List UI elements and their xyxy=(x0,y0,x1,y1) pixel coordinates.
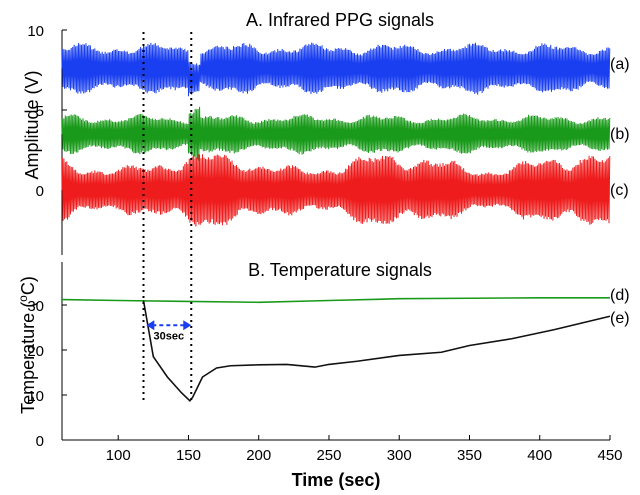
panel-b-y-label-pre: Temperature ( xyxy=(18,302,38,414)
ppg-series-a xyxy=(61,42,611,97)
panel-a-title: A. Infrared PPG signals xyxy=(246,10,434,30)
y-tick-label: 30 xyxy=(27,298,44,315)
series-label-c: (c) xyxy=(610,182,629,199)
panel-a-y-label: Amplitude (V) xyxy=(22,70,42,179)
panel-b-y-label: Temperature (oC) xyxy=(16,276,38,414)
series-label-a: (a) xyxy=(610,56,630,73)
series-label-e: (e) xyxy=(610,310,630,327)
panel-a-ytick-label: 10 xyxy=(27,23,44,40)
duration-arrow-left-head xyxy=(146,320,155,331)
x-axis-label: Time (sec) xyxy=(292,470,381,490)
y-tick-label: 0 xyxy=(36,433,44,450)
x-tick-label: 200 xyxy=(246,447,271,464)
x-tick-label: 400 xyxy=(527,447,552,464)
panel-b-series-group xyxy=(61,296,611,403)
x-tick-label: 250 xyxy=(316,447,341,464)
y-tick-label: 20 xyxy=(27,343,44,360)
temperature-series-d xyxy=(61,296,610,304)
panel-b-y-label-sup: o xyxy=(16,295,30,302)
panel-a-ytick-label: 0 xyxy=(36,183,44,200)
event-markers xyxy=(142,32,193,402)
panel-a-ytick-label: 5 xyxy=(36,103,44,120)
panel-b-ticks: 100 150 200 250 300 350 400 450 0 10 20 30 xyxy=(27,298,622,464)
temperature-series-e xyxy=(142,300,611,403)
x-tick-label: 150 xyxy=(176,447,201,464)
x-tick-label: 300 xyxy=(387,447,412,464)
duration-arrow-right-head xyxy=(183,320,192,331)
duration-annotation-label: 30sec xyxy=(153,330,184,342)
series-label-b: (b) xyxy=(610,126,630,143)
panel-b-y-label-post: C) xyxy=(18,276,38,295)
panel-b-title: B. Temperature signals xyxy=(248,260,432,280)
panel-a-series-group xyxy=(61,42,611,227)
ppg-series-c xyxy=(61,154,611,227)
y-tick-label: 10 xyxy=(27,388,44,405)
panel-b-axis xyxy=(61,262,610,441)
duration-annotation: 30sec xyxy=(146,320,192,342)
x-tick-label: 350 xyxy=(457,447,482,464)
x-tick-label: 100 xyxy=(106,447,131,464)
x-tick-label: 450 xyxy=(597,447,622,464)
ppg-series-b xyxy=(61,106,611,161)
series-label-d: (d) xyxy=(610,287,630,304)
